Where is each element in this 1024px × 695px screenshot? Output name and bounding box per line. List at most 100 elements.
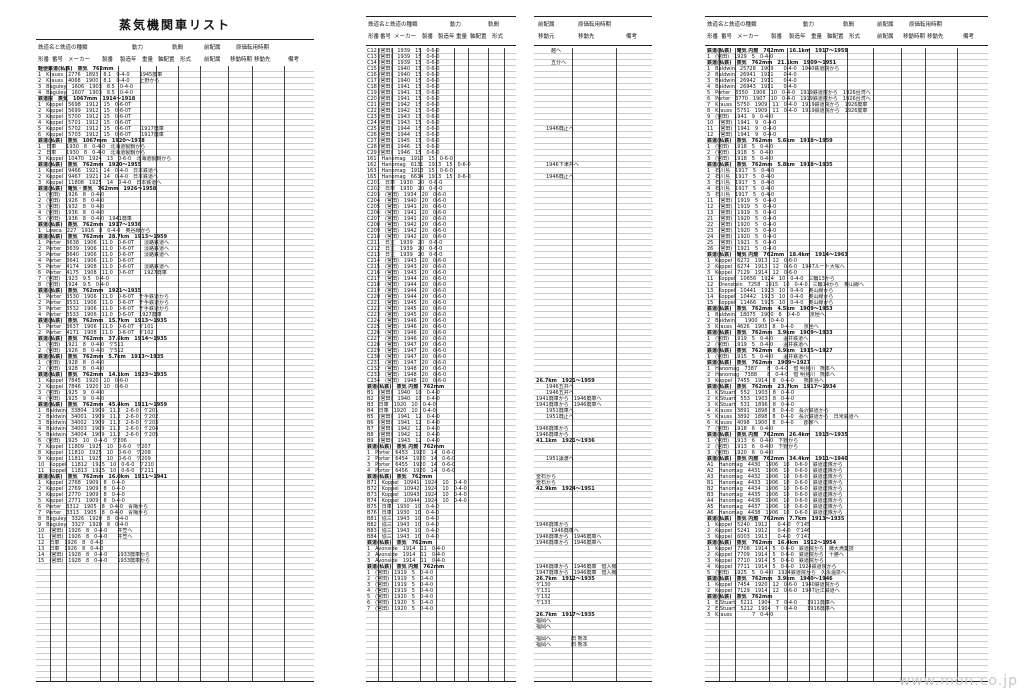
- section-row: 鉄道(私鉄) 蒸気 762mm 5.7km 1913～1935: [38, 354, 164, 360]
- table-row: 1 Krauss 2776 1893 8.1 0-4-0 1945廃車: [38, 72, 163, 78]
- table-row: 6 Porter 4175 1908 11.0 0-6-0T 1927廃車: [38, 270, 167, 276]
- table-row: 3 Koppel 7710 1914 5 0-6-0 鉄道院から: [707, 558, 824, 564]
- section-row: 鉄道(私鉄) 蒸気 762mm 5.6km 1918～1959: [707, 138, 833, 144]
- table-row: 5 石川島 1917 5 0-4-0: [707, 192, 775, 198]
- section-row: 鉄道(私鉄) 蒸気 762mm 21.1km 1909～1951: [707, 60, 837, 66]
- table-row: 2 Krauss 4068 1900 8.1 0-4-0 上野から: [38, 78, 160, 84]
- table-row: 1946廃車から: [536, 522, 569, 528]
- table-row: 7 Porter 3313 1905 8 0-4-0 青梅から: [38, 510, 149, 516]
- table-row: 3 Krauss 7 0-4-0: [707, 612, 774, 618]
- section-row: 鉄道(私鉄) 蒸気 762mm 45.4km 1911～1959: [38, 402, 168, 408]
- table-row: 1 (宮田) 1913 6 0-4-0 下野から: [707, 438, 799, 444]
- table-row: 1 (宮田) 1918 5 0-4-0: [707, 144, 774, 150]
- header-wheel: 軸配置: [827, 34, 844, 40]
- header-type: 形式: [849, 34, 861, 40]
- table-row: 7 Koppel 11809 1925 10 0-6-0 ケ207: [38, 444, 151, 450]
- table-row: C15 (宮田) 1940 15 0-6-0: [367, 66, 440, 72]
- header-to: 移動先: [927, 34, 944, 40]
- table-row: 11 (宮田) 1919 5 0-4-0: [707, 198, 777, 204]
- table-row: 2 Hanomag 7388 8 0-4-0 借 明見川 熊本へ: [707, 372, 835, 378]
- section-row: 鉄道(私鉄) 蒸気 1067mm 1920～1978: [38, 138, 145, 144]
- header-serial: 製番: [102, 57, 114, 63]
- table-row: B84 協三 1943 10 0-4-0: [367, 534, 440, 540]
- header-transfer-period: 原価転用時期: [578, 22, 612, 28]
- section-row: 鉄道(私鉄) 蒸気 762mm: [367, 474, 433, 480]
- section-row: 鉄道(私鉄) 蒸気 762mm 37.6km 1914～1935: [38, 336, 168, 342]
- table-row: 1 Avonside 1914 11 0-4-0: [367, 546, 445, 552]
- table-row: C232 (宮田) 1948 20 0-6-0: [367, 366, 447, 372]
- table-row: C212 日立 1939 20 0-6-0: [367, 246, 443, 252]
- table-row: B2 (宮田) 1940 10 0-4-0: [367, 396, 440, 402]
- header-class: 形番: [707, 34, 719, 40]
- table-row: 5 Porter 3350 1906 10 0-4-0 1919鉄道院から 19…: [707, 90, 871, 96]
- table-row: 3 (宮田) 1919 5 0-4-0: [367, 582, 434, 588]
- table-row: 2 Koppel 7846 1920 10 0-6-0: [38, 384, 129, 390]
- table-row: 4 Porter 3641 1906 11.0 0-6-0T: [38, 258, 145, 264]
- table-row: 1946廃車から: [536, 432, 569, 438]
- table-row: 1 (宮田) 1929 5 0-4-0: [707, 54, 774, 60]
- table-row: B5 (宮田) 1941 12 0-4-0: [367, 414, 440, 420]
- table-row: B3 Hanomag 4435 1906 10 0-6-0 鉄道連隊から: [707, 492, 843, 498]
- table-row: ケ130: [536, 582, 551, 588]
- table-row: 釜石から: [536, 480, 557, 486]
- header-to: 移動先: [578, 34, 595, 40]
- table-row: 3 (宮田) 1925 9 0-4-0: [38, 390, 105, 396]
- table-row: 3 (宮田) 1932 8 0-4-0: [38, 204, 105, 210]
- section-row: 鉄道(私鉄) 蒸気 762mm 15.7km 1913～1935: [38, 318, 168, 324]
- table-row: 6 Porter 3312 1905 8 0-4-0 青梅から: [38, 504, 149, 510]
- sheet-3-header: 前配属 原価転用時期 移動元 移動先 備考: [534, 16, 652, 46]
- header-maker: メーカー: [737, 34, 760, 40]
- table-row: 6 (宮田) 1920 5 0-4-0: [367, 600, 434, 606]
- table-row: 7 Krauss 5750 1909 11 0-4-0 1919鉄道院から 19…: [707, 102, 868, 108]
- table-row: 8 Koppel 11810 1925 10 0-6-0 ケ208: [38, 450, 151, 456]
- header-from: 前配属: [204, 57, 221, 63]
- section-row: 鉄道(私鉄) 蒸気 762mm 3.9km 1940～1946: [707, 576, 833, 582]
- table-row: C221 (宮田) 1945 20 0-6-0: [367, 300, 447, 306]
- section-row: 鉄道(私鉄) 電気 内燃 762mm 16.1km 1917～1959: [707, 48, 848, 54]
- table-row: 3 Koppel 5700 1912 15 0-6-0T: [38, 114, 142, 120]
- sheet-4-table: 鉄道(私鉄) 電気 内燃 762mm 16.1km 1917～1959 1 (宮田…: [705, 48, 988, 682]
- header-type: 形式: [492, 34, 504, 40]
- table-row: 2 (宮田) 1919 5 0-4-0 温井鉄道へ: [707, 342, 809, 348]
- table-row: 2 (宮田) 1928 8 0-4-0: [38, 366, 105, 372]
- table-row: B1 (宮田) 1940 10 0-4-0: [367, 390, 440, 396]
- table-row: 1946廃車へ: [536, 528, 579, 534]
- table-row: 1 Porter 3530 1906 11.0 0-6-0T 千手鉄道から: [38, 294, 170, 300]
- sheet-3-rows: 越へ 五分へ 1946廃止へ 1946下津井へ 1946廃止へ 26.7km 19…: [536, 48, 650, 681]
- table-row: B6 (宮田) 1941 12 0-4-0: [367, 420, 440, 426]
- table-row: 3 Baldwin 34002 1909 11.2 2-6-0 ケ203: [38, 420, 159, 426]
- table-row: A3 Hanomag 4432 1906 10 0-6-0 鉄道連隊から: [707, 474, 843, 480]
- table-row: 3 Koppel 11808 1925 14 0-4-0 日本鉄道へ: [38, 180, 162, 186]
- table-row: 2 Koppel 5699 1912 15 0-6-0T: [38, 108, 142, 114]
- table-row: 3 K.Stuart 531 1896 8 0-4-0: [707, 402, 795, 408]
- section-row: 42.9km 1924～1951: [536, 486, 595, 492]
- section-row: 鉄道(私鉄) 蒸気 内燃 762mm: [367, 384, 445, 390]
- section-row: 鉄道(私鉄) 蒸気 762mm 4.5km 1909～1953: [707, 306, 833, 312]
- table-row: 8 Baguley 3326 1920 8 0-4-0: [38, 516, 129, 522]
- table-row: B75 日車 1930 10 0-4-0: [367, 504, 440, 510]
- table-row: 5 (宮田) 1925 5 0-4-0 1924鉄道院から 久永温泉へ: [707, 570, 846, 576]
- table-row: B8 (宮田) 1942 12 0-4-0: [367, 432, 440, 438]
- table-row: 3 Krauss 4626 1903 8 0-4-0 京極へ: [707, 324, 819, 330]
- header-maker: メーカー: [68, 57, 91, 63]
- table-row: C29 (宮田) 1946 15 0-6-0: [367, 150, 440, 156]
- table-row: C26 (宮田) 1944 15 0-6-0: [367, 132, 440, 138]
- table-row: 14 Koppel 10442 1923 10 0-4-0 奥山線から: [707, 294, 834, 300]
- table-row: B4 日車 1920 10 0-4-0: [367, 408, 436, 414]
- table-row: ケ131: [536, 588, 551, 594]
- section-row: 鉄道(私鉄) 電気・蒸気 762mm 1926～1958: [38, 186, 157, 192]
- table-row: C211 日立 1939 20 0-6-0: [367, 240, 443, 246]
- table-row: 15 (宮田) 1928 8 0-4-0 1933廃車から: [38, 558, 151, 564]
- table-row: C28 (宮田) 1946 15 0-6-0: [367, 144, 440, 150]
- table-row: C219 (宮田) 1944 20 0-6-0: [367, 288, 447, 294]
- table-row: C231 (宮田) 1947 20 0-6-0: [367, 360, 447, 366]
- table-row: A6 Hanomag 4438 1906 10 0-6-0 鉄道連隊から: [707, 510, 843, 516]
- table-row: 1 Baldwin 18075 1900 6 0-4-0 京極へ: [707, 312, 825, 318]
- header-previous: 前配属: [204, 45, 221, 51]
- table-row: 1 Koppel 9466 1921 14 0-4-0 日本鉄道へ: [38, 168, 159, 174]
- table-row: 4 石川島 1917 5 0-4-0: [707, 186, 775, 192]
- header-when: 移動時期: [230, 57, 253, 63]
- table-row: 3 Koppel 6003 1913 0-4-0 ケ147: [707, 534, 811, 540]
- table-row: 14 (宮田) 1928 8 0-4-0 1933廃車から: [38, 552, 151, 558]
- table-row: 1 Hanomag 7387 8 0-4-0 借 明見川 熊本へ: [707, 366, 835, 372]
